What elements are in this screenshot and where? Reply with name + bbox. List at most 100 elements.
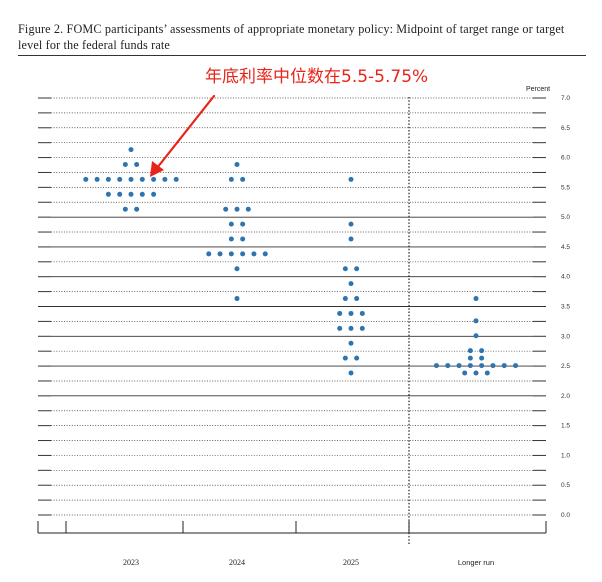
projection-dot [337,310,343,316]
projection-dot [359,310,365,316]
projection-dot [245,206,251,212]
projection-dot [94,176,100,182]
projection-dot [433,363,439,369]
y-tick-label: 3.0 [561,333,570,340]
projection-dot [139,191,145,197]
dots-layer [83,147,519,376]
projection-dot [462,370,468,376]
x-category-label: 2025 [343,558,359,567]
annotation-arrow-head [150,161,164,177]
projection-dot [513,363,519,369]
x-category-label: 2023 [123,558,139,567]
figure-title: Figure 2. FOMC participants’ assessments… [18,22,565,52]
projection-dot [240,221,246,227]
projection-dot [348,176,354,182]
y-tick-label: 0.5 [561,482,570,489]
projection-dot [473,296,479,302]
annotation-text: 年底利率中位数在5.5-5.75% [205,67,428,87]
projection-dot [348,236,354,242]
projection-dot [122,206,128,212]
projection-dot [240,176,246,182]
projection-dot [240,236,246,242]
projection-dot [348,370,354,376]
projection-dot [162,176,168,182]
projection-dot [134,162,140,168]
projection-dot [234,162,240,168]
projection-dot [105,191,111,197]
y-tick-label: 5.5 [561,184,570,191]
projection-dot [228,176,234,182]
y-tick-label: 0.0 [561,512,570,519]
projection-dot [342,266,348,272]
projection-dot [223,206,229,212]
annotation-layer: 年底利率中位数在5.5-5.75% [150,67,428,177]
x-category-label: Longer run [458,558,494,567]
projection-dot [128,147,134,153]
projection-dot [234,296,240,302]
projection-dot [206,251,212,257]
projection-dot [228,221,234,227]
projection-dot [467,355,473,361]
projection-dot [479,355,485,361]
projection-dot [83,176,89,182]
y-tick-label: 3.5 [561,304,570,311]
y-tick-label: 1.5 [561,423,570,430]
projection-dot [234,266,240,272]
projection-dot [354,355,360,361]
x-category-label: 2024 [229,558,245,567]
y-tick-label: 4.0 [561,274,570,281]
projection-dot [262,251,268,257]
projection-dot [490,363,496,369]
projection-dot [228,251,234,257]
y-tick-label: 6.5 [561,125,570,132]
y-axis-label: Percent [526,86,550,93]
y-tick-label: 7.0 [561,95,570,102]
projection-dot [105,176,111,182]
projection-dot [484,370,490,376]
projection-dot [342,296,348,302]
projection-dot [348,281,354,287]
projection-dot [151,191,157,197]
projection-dot [173,176,179,182]
y-tick-label: 1.0 [561,452,570,459]
projection-dot [467,348,473,354]
projection-dot [354,296,360,302]
projection-dot [348,221,354,227]
projection-dot [337,325,343,331]
projection-dot [359,325,365,331]
projection-dot [348,310,354,316]
y-tick-label: 4.5 [561,244,570,251]
annotation-arrow-shaft [155,94,216,170]
projection-dot [473,370,479,376]
projection-dot [151,176,157,182]
projection-dot [354,266,360,272]
y-tick-label: 6.0 [561,155,570,162]
grid-layer [38,97,546,516]
projection-dot [456,363,462,369]
projection-dot [228,236,234,242]
axis-layer: 0.0 0.5 1.0 1.5 2.0 2.5 3.0 3.5 4.0 4.5 5.0 5.5 6.0 6… [37,86,570,567]
y-tick-label: 2.5 [561,363,570,370]
projection-dot [117,191,123,197]
projection-dot [251,251,257,257]
y-tick-label: 5.0 [561,214,570,221]
projection-dot [139,176,145,182]
y-tick-label: 2.0 [561,393,570,400]
projection-dot [217,251,223,257]
projection-dot [445,363,451,369]
title-rule [18,55,586,56]
projection-dot [128,176,134,182]
projection-dot [342,355,348,361]
projection-dot [473,333,479,339]
projection-dot [348,325,354,331]
projection-dot [467,363,473,369]
projection-dot [128,191,134,197]
projection-dot [234,206,240,212]
projection-dot [240,251,246,257]
projection-dot [473,318,479,324]
projection-dot [134,206,140,212]
projection-dot [117,176,123,182]
projection-dot [122,162,128,168]
projection-dot [479,348,485,354]
